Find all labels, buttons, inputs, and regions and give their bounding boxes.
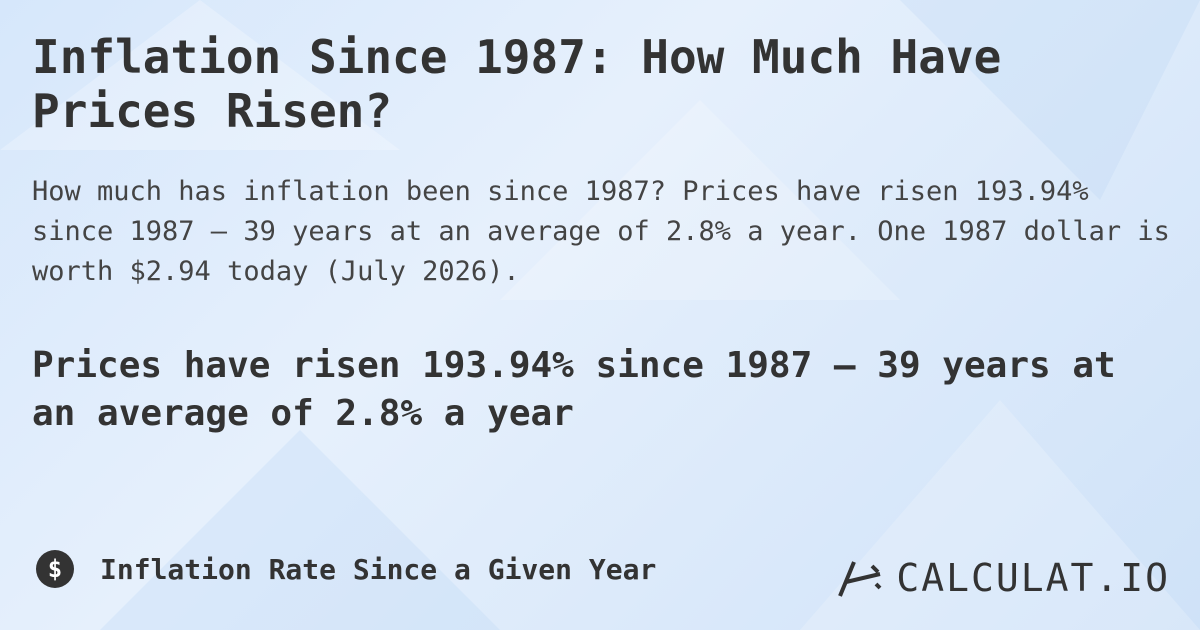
footer-link[interactable]: $ Inflation Rate Since a Given Year bbox=[36, 550, 656, 588]
brand-logo[interactable]: CALCULAT.IO bbox=[836, 556, 1170, 600]
footer-label: Inflation Rate Since a Given Year bbox=[100, 552, 657, 586]
dollar-icon: $ bbox=[36, 550, 74, 588]
brand-name: CALCULAT.IO bbox=[896, 556, 1170, 600]
title: Inflation Since 1987: How Much Have Pric… bbox=[32, 30, 1002, 138]
intro-text: How much has inflation been since 1987? … bbox=[32, 176, 1170, 287]
highlight-text: Prices have risen 193.94% since 1987 — 3… bbox=[32, 345, 1116, 434]
logo-mark bbox=[838, 561, 882, 597]
